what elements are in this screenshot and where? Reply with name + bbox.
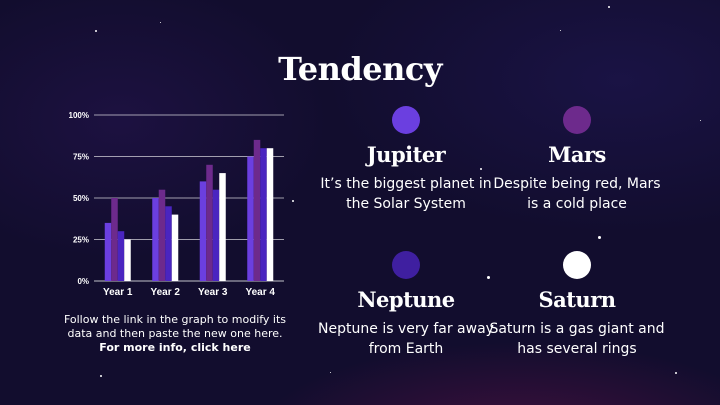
planet-description: Despite being red, Mars is a cold place [493, 176, 661, 212]
planet-description: It’s the biggest planet in the Solar Sys… [320, 176, 492, 212]
star-decoration [100, 375, 102, 377]
chart-note: Follow the link in the graph to modify i… [55, 313, 295, 355]
bar [104, 222, 112, 281]
bar [165, 206, 172, 281]
neptune-dot-icon [392, 251, 420, 279]
y-tick-label: 50% [73, 194, 89, 203]
mars-dot-icon [563, 106, 591, 134]
y-tick-label: 75% [73, 153, 89, 162]
star-decoration [95, 30, 97, 32]
jupiter-dot-icon [392, 106, 420, 134]
planet-jupiter: Jupiter It’s the biggest planet in the S… [316, 106, 496, 214]
bar-chart[interactable]: 0% 25% 50% 75% 100% Year 1 Year 2 Year 3 Year 4 [60, 105, 290, 305]
star-decoration [292, 200, 294, 202]
bar [260, 148, 267, 281]
x-tick-label: Year 4 [246, 287, 276, 298]
bar [171, 214, 179, 281]
x-tick-label: Year 3 [198, 287, 228, 298]
star-decoration [480, 168, 482, 170]
bar [158, 189, 166, 281]
planet-name: Neptune [357, 287, 455, 312]
bar [117, 231, 125, 281]
star-decoration [330, 372, 331, 373]
bar [111, 198, 118, 281]
bar [212, 189, 220, 281]
bar [253, 139, 261, 281]
x-tick-label: Year 2 [151, 287, 181, 298]
y-tick-label: 0% [77, 277, 89, 286]
y-tick-label: 100% [69, 111, 89, 120]
chart-note-text: Follow the link in the graph to modify i… [63, 313, 287, 340]
bar [266, 148, 274, 281]
saturn-dot-icon [563, 251, 591, 279]
planet-name: Jupiter [366, 142, 446, 167]
slide-title: Tendency [278, 50, 442, 88]
star-decoration [160, 22, 161, 23]
star-decoration [487, 276, 490, 279]
bar [124, 239, 131, 281]
star-decoration [608, 6, 610, 8]
star-decoration [598, 236, 601, 239]
bar [199, 181, 207, 281]
star-decoration [675, 372, 677, 374]
planet-name: Mars [548, 142, 606, 167]
x-tick-label: Year 1 [103, 287, 133, 298]
bar [247, 156, 254, 281]
planet-neptune: Neptune Neptune is very far away from Ea… [316, 251, 496, 359]
star-decoration [700, 120, 701, 121]
planet-saturn: Saturn Saturn is a gas giant and has sev… [487, 251, 667, 359]
more-info-link[interactable]: For more info, click here [99, 341, 251, 354]
bar [152, 198, 159, 281]
bar [219, 173, 226, 281]
planet-description: Saturn is a gas giant and has several ri… [489, 321, 665, 357]
y-tick-label: 25% [73, 236, 89, 245]
planet-mars: Mars Despite being red, Mars is a cold p… [487, 106, 667, 214]
star-decoration [560, 30, 561, 31]
planet-description: Neptune is very far away from Earth [318, 321, 494, 357]
bar [206, 164, 213, 281]
planet-name: Saturn [538, 287, 616, 312]
